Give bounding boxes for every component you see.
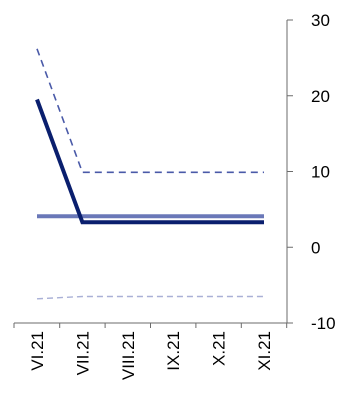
y-tick-label: 20 — [311, 87, 330, 106]
y-tick-label: 0 — [311, 238, 320, 257]
x-tick-label: IX.21 — [164, 331, 183, 371]
x-tick-label: X.21 — [210, 331, 229, 366]
y-axis-ticks: 30 20 10 0 -10 — [287, 11, 336, 333]
x-tick-label: XI.21 — [255, 331, 274, 371]
x-tick-label: VII.21 — [73, 331, 92, 375]
y-tick-label: -10 — [311, 314, 336, 333]
series-line-3 — [36, 48, 264, 174]
series-line-4 — [36, 295, 264, 300]
series-layer — [35, 48, 264, 300]
series-line-1 — [35, 98, 264, 225]
x-tick-label: VI.21 — [28, 331, 47, 371]
y-tick-label: 30 — [311, 11, 330, 30]
y-tick-label: 10 — [311, 163, 330, 182]
x-tick-label: VIII.21 — [119, 331, 138, 380]
x-axis-ticks: VI.21 VII.21 VIII.21 IX.21 X.21 XI.21 — [13, 323, 288, 380]
